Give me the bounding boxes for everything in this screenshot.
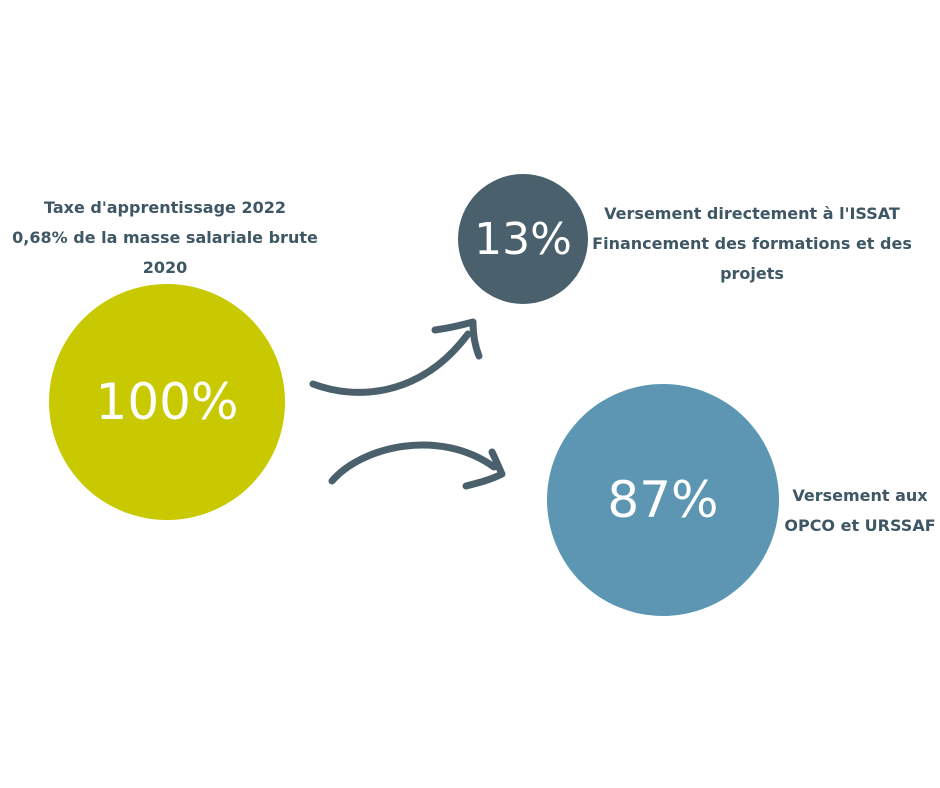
curved-arrow-up-icon [309, 318, 483, 396]
source-percent: 100% [95, 373, 239, 431]
opco-caption-line-2: OPCO et URSSAF [784, 516, 936, 535]
opco-caption: Versement aux OPCO et URSSAF [782, 481, 938, 541]
opco-percent: 87% [607, 471, 719, 529]
source-circle: 100% [49, 284, 285, 520]
opco-circle: 87% [547, 384, 779, 616]
opco-caption-line-1: Versement aux [792, 486, 928, 505]
issat-circle: 13% [458, 174, 588, 304]
issat-caption-line-1: Versement directement à l'ISSAT [604, 204, 900, 223]
issat-percent: 13% [474, 213, 572, 265]
source-caption-line-3: 2020 [142, 258, 188, 277]
source-caption-line-2: 0,68% de la masse salariale brute [12, 228, 318, 247]
source-caption: Taxe d'apprentissage 2022 0,68% de la ma… [4, 193, 326, 283]
issat-caption-line-2: Financement des formations et des [592, 234, 912, 253]
curved-arrow-down-icon [328, 441, 506, 490]
issat-caption: Versement directement à l'ISSAT Financem… [590, 199, 914, 289]
source-caption-line-1: Taxe d'apprentissage 2022 [44, 198, 286, 217]
issat-caption-line-3: projets [720, 264, 784, 283]
